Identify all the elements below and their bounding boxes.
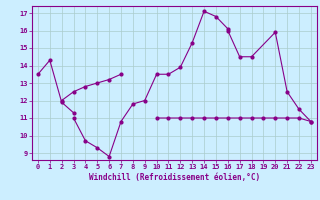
X-axis label: Windchill (Refroidissement éolien,°C): Windchill (Refroidissement éolien,°C) bbox=[89, 173, 260, 182]
